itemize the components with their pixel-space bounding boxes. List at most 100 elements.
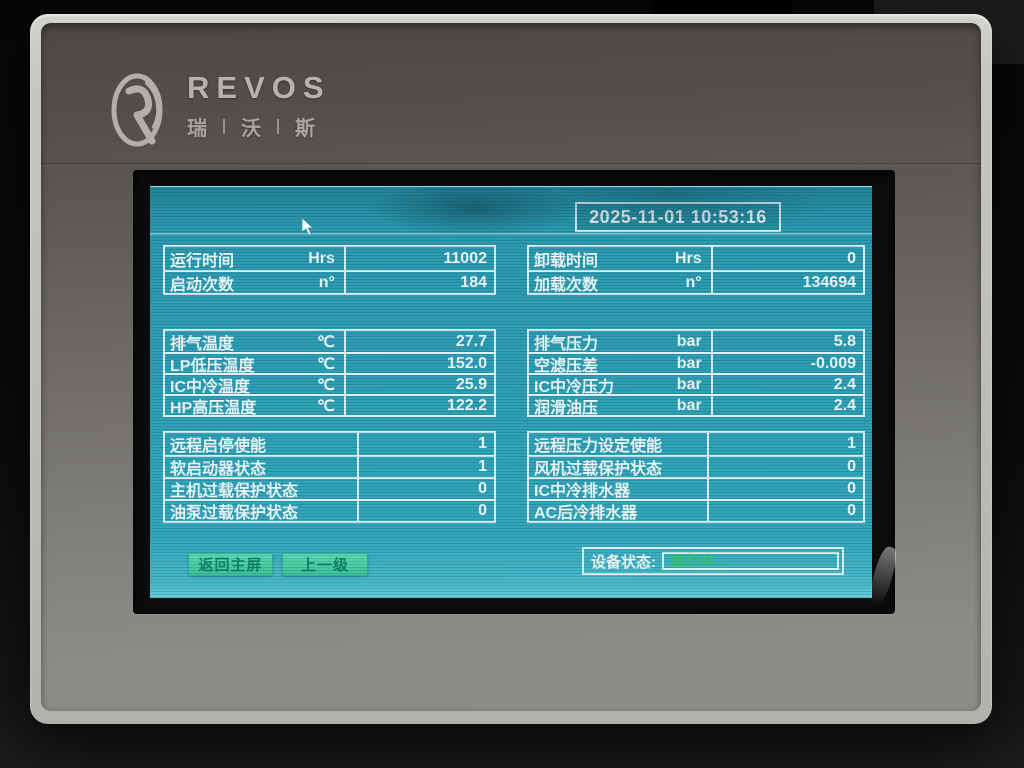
row-value: 134694 — [802, 273, 856, 291]
row-label: IC中冷压力 — [534, 378, 615, 396]
row-unit: n° — [685, 273, 702, 291]
row-unit: ℃ — [316, 397, 335, 415]
row-value: 0 — [847, 249, 856, 267]
device-status-bar: 设备状态: 运行中... — [582, 547, 844, 575]
row-unit: bar — [676, 396, 702, 414]
table-row: 风机过载保护状态 0 — [529, 455, 863, 478]
load-counter-table: 卸载时间 Hrs 0 加载次数 n° 134694 — [527, 245, 865, 295]
runtime-table: 运行时间 Hrs 11002 启动次数 n° 184 — [163, 245, 496, 295]
row-unit: Hrs — [308, 249, 335, 267]
row-unit: bar — [676, 354, 702, 372]
row-label: 排气温度 — [170, 335, 235, 353]
row-value: 152.0 — [446, 354, 487, 372]
table-row: HP高压温度 ℃ 122.2 — [165, 394, 494, 417]
row-label: 油泵过载保护状态 — [170, 505, 299, 522]
table-row: 卸载时间 Hrs 0 — [529, 247, 863, 270]
row-value: 2.4 — [833, 396, 856, 414]
row-value: 1 — [847, 435, 856, 452]
mouse-cursor-icon — [300, 217, 315, 242]
table-row: 远程压力设定使能 1 — [529, 433, 863, 455]
pressure-table: 排气压力 bar 5.8 空滤压差 bar -0.009 IC中冷压力 bar 2.4… — [527, 329, 865, 417]
table-row: 启动次数 n° 184 — [165, 270, 494, 294]
brand-cn-char: 瑞 — [187, 118, 207, 140]
row-value: 0 — [847, 480, 856, 497]
brand-logo: REVOS 瑞 沃 斯 — [111, 71, 331, 154]
lcd-reflection-line — [150, 233, 872, 235]
row-value: 2.4 — [833, 375, 856, 393]
row-value: 0 — [847, 502, 856, 519]
row-value: 11002 — [443, 249, 487, 267]
previous-level-button[interactable]: 上一级 — [282, 553, 368, 576]
table-row: LP低压温度 ℃ 152.0 — [165, 352, 494, 375]
table-row: IC中冷压力 bar 2.4 — [529, 373, 863, 396]
status-flags-table-right: 远程压力设定使能 1 风机过载保护状态 0 IC中冷排水器 0 AC后冷排水器 … — [527, 431, 865, 523]
table-row: 排气压力 bar 5.8 — [529, 331, 863, 353]
row-label: 主机过载保护状态 — [170, 483, 299, 500]
brand-separator — [223, 119, 225, 134]
lcd-screen: 2025-11-01 10:53:16 运行时间 Hrs 11002 启动次数 n°… — [150, 186, 872, 598]
table-row: 远程启停使能 1 — [165, 433, 494, 455]
row-unit: ℃ — [316, 355, 335, 373]
row-label: IC中冷温度 — [170, 378, 251, 396]
table-row: IC中冷温度 ℃ 25.9 — [165, 373, 494, 396]
row-label: 运行时间 — [170, 252, 235, 270]
row-label: 加载次数 — [534, 276, 599, 294]
table-row: 排气温度 ℃ 27.7 — [165, 331, 494, 353]
row-label: 润滑油压 — [534, 399, 599, 417]
row-unit: bar — [676, 375, 702, 393]
brand-cn-char: 斯 — [295, 118, 315, 140]
row-value: 5.8 — [833, 332, 856, 350]
row-value: 0 — [478, 480, 487, 497]
row-label: LP低压温度 — [170, 357, 255, 375]
row-value: 122.2 — [446, 396, 487, 414]
row-label: 排气压力 — [534, 335, 599, 353]
status-flags-table-left: 远程启停使能 1 软启动器状态 1 主机过载保护状态 0 油泵过载保护状态 0 — [163, 431, 496, 523]
row-unit: ℃ — [316, 376, 335, 394]
brand-separator — [277, 119, 279, 134]
table-row: 空滤压差 bar -0.009 — [529, 352, 863, 375]
table-row: IC中冷排水器 0 — [529, 477, 863, 500]
table-row: 润滑油压 bar 2.4 — [529, 394, 863, 417]
row-value: 27.7 — [455, 332, 487, 350]
row-value: 25.9 — [455, 375, 487, 393]
row-unit: Hrs — [675, 249, 702, 267]
row-value: -0.009 — [810, 354, 856, 372]
return-main-screen-button[interactable]: 返回主屏 — [188, 553, 273, 576]
row-label: 软启动器状态 — [170, 461, 267, 478]
table-row: 主机过载保护状态 0 — [165, 477, 494, 500]
brand-name: REVOS — [187, 70, 331, 105]
row-value: 184 — [460, 273, 487, 291]
table-row: 油泵过载保护状态 0 — [165, 499, 494, 522]
row-label: 启动次数 — [170, 276, 235, 294]
brand-name-chinese: 瑞 沃 斯 — [187, 112, 331, 141]
row-label: AC后冷排水器 — [534, 505, 638, 522]
table-row: AC后冷排水器 0 — [529, 499, 863, 522]
brand-cn-char: 沃 — [241, 118, 261, 140]
bezel-seam — [41, 163, 981, 166]
temperature-table: 排气温度 ℃ 27.7 LP低压温度 ℃ 152.0 IC中冷温度 ℃ 25.9 HP… — [163, 329, 496, 417]
row-label: 卸载时间 — [534, 252, 599, 270]
row-label: 远程压力设定使能 — [534, 438, 663, 455]
row-value: 0 — [847, 458, 856, 475]
row-value: 1 — [478, 435, 487, 452]
revos-logo-mark-icon — [111, 71, 165, 154]
device-status-label: 设备状态: — [591, 553, 656, 571]
row-label: 远程启停使能 — [170, 438, 267, 455]
row-value: 1 — [478, 458, 487, 475]
row-unit: n° — [318, 273, 335, 291]
row-label: 空滤压差 — [534, 357, 599, 375]
row-label: HP高压温度 — [170, 399, 257, 417]
table-row: 加载次数 n° 134694 — [529, 270, 863, 294]
row-unit: ℃ — [316, 333, 335, 351]
device-status-field: 运行中... — [662, 552, 839, 570]
table-row: 运行时间 Hrs 11002 — [165, 247, 494, 270]
table-row: 软启动器状态 1 — [165, 455, 494, 478]
row-value: 0 — [478, 502, 487, 519]
row-label: IC中冷排水器 — [534, 483, 631, 500]
row-unit: bar — [676, 332, 702, 350]
row-label: 风机过载保护状态 — [534, 461, 663, 478]
brand-text-block: REVOS 瑞 沃 斯 — [187, 71, 331, 141]
datetime-display: 2025-11-01 10:53:16 — [575, 202, 781, 232]
device-status-value: 运行中... — [670, 553, 730, 569]
